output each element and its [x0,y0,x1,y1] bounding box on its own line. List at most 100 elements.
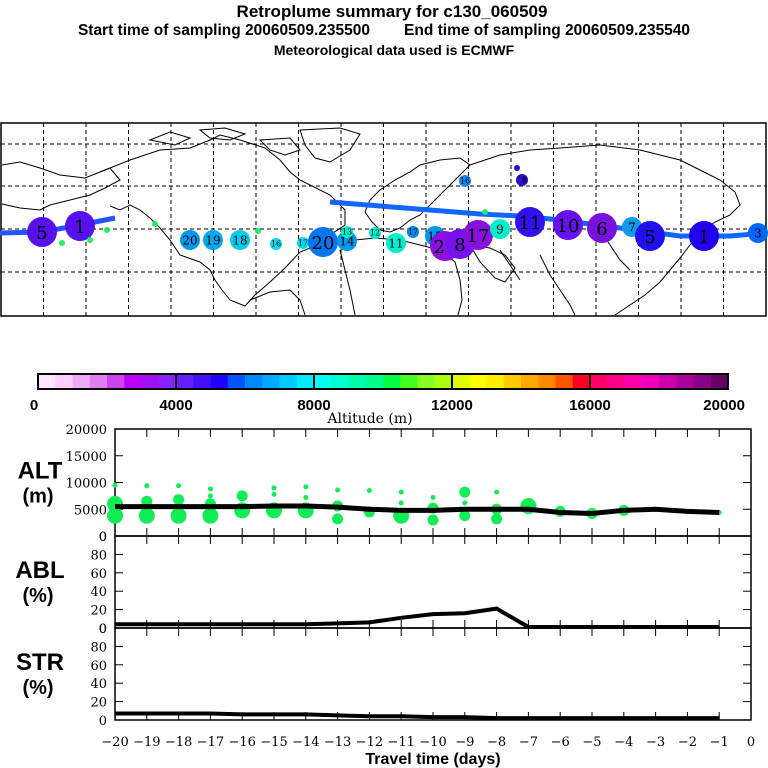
altitude-point [144,483,150,489]
panel-unit-label: (%) [22,677,53,699]
x-tick-label: −2 [678,735,697,750]
plume-marker-dot [27,217,57,247]
plume-marker-label: 17 [298,239,308,248]
plume-marker-label: 20 [312,233,335,254]
y-tick-label: 15000 [66,450,107,465]
x-tick-label: −6 [551,735,570,750]
colorbar-tick-label: 12000 [431,397,473,414]
colorbar-swatch [486,374,505,389]
plume-marker-label: 3 [754,227,762,241]
colorbar-swatch [227,374,246,389]
altitude-point [176,483,182,489]
x-tick-label: −15 [260,735,287,750]
panel-alt: 0 5000 10000 15000 20000 ALT(m) [18,423,752,545]
coast-asia [469,144,741,316]
x-tick-label: −4 [614,735,633,750]
plume-marker-dot [407,226,419,238]
y-tick-label: 80 [90,640,107,655]
met-data-label: Meteorological data used is ECMWF [273,42,515,58]
colorbar-swatch [434,374,453,389]
plume-marker: 16 [270,238,282,250]
colorbar-swatch [693,374,712,389]
altitude-point [430,494,436,500]
altitude-point [427,514,439,526]
y-tick-label: 0 [99,530,107,545]
panel-label: STR [16,649,64,676]
plume-marker-dot [297,237,309,249]
panel-abl: 0 20 40 60 80 0 ABL(%) [15,530,752,637]
plume-minor-dot [516,178,522,184]
coast-alaska [1,161,121,211]
y-tick-label: 0 [99,714,107,729]
y-tick-label: 10000 [66,477,107,492]
y-tick-label: 5000 [74,503,107,518]
plume-track-pacific [0,215,116,236]
plume-marker-dot [203,230,223,250]
plume-marker-dot [689,221,719,251]
colorbar-swatch [452,374,470,389]
colorbar-swatch [710,374,729,389]
colorbar-swatch [400,374,418,389]
x-axis-label: Travel time (days) [365,751,500,768]
y-tick-label: 20000 [66,423,107,438]
map-coastlines [1,127,741,316]
colorbar-swatch [348,374,367,389]
x-tick-label: −8 [487,735,506,750]
colorbar-swatch [503,374,522,389]
coast-greenland [299,127,361,163]
plume-minor-dot [482,209,488,215]
colorbar-swatch [55,374,73,389]
plume-minor-dot [152,221,158,227]
y-tick-label: 40 [90,585,107,600]
y-tick-label: 60 [90,567,107,582]
coast-europe [364,157,471,233]
plume-marker-dot [341,226,353,238]
altitude-point [138,507,155,524]
plume-marker: 19 [203,230,223,250]
altitude-point [107,495,123,512]
plume-marker-label: 7 [628,221,636,235]
plume-marker: 20 [180,230,200,250]
sampling-times: Start time of sampling 20060509.235500 En… [0,22,768,40]
altitude-point [112,482,118,488]
altitude-point [202,507,219,524]
coast-arabia [469,244,516,283]
plume-marker: 17 [463,220,493,250]
altitude-point [459,510,471,522]
plume-marker: 11 [515,207,545,237]
altitude-point [462,500,468,506]
colorbar-tick-label: 20000 [703,397,745,414]
plume-marker-label: 8 [454,235,465,256]
plume-minor-dot [514,165,520,171]
plume-marker: 1 [689,221,719,251]
x-tick-label: −11 [387,735,414,750]
colorbar-swatch [331,374,349,389]
colorbar-tick-label: 16000 [569,397,611,414]
plume-marker-label: 5 [644,227,655,248]
plume-marker: 13 [341,226,353,238]
plume-marker: 16 [459,175,471,187]
altitude-point [335,487,341,493]
colorbar-swatch [262,374,280,389]
plume-marker-label: 16 [460,177,470,186]
colorbar-swatch [365,374,384,389]
plume-marker-label: 16 [271,240,281,249]
colorbar-swatch [38,374,56,389]
plume-marker-label: 17 [408,228,418,237]
plume-minor-dot [255,228,261,234]
plume-marker-label: 19 [205,234,220,248]
str-line [115,711,720,721]
x-tick-label: −7 [519,735,538,750]
colorbar-swatch [590,374,608,389]
plume-marker-label: 10 [557,216,580,237]
panel-label: ALT [18,458,63,485]
plume-marker-dot [270,238,282,250]
plume-marker-dot [553,210,583,240]
coast-north-america [99,134,346,307]
plume-marker: 5 [27,217,57,247]
altitude-point [494,489,500,495]
plume-marker-label: 5 [36,223,47,244]
plume-marker-dot [490,219,510,239]
colorbar-swatch [521,374,539,389]
